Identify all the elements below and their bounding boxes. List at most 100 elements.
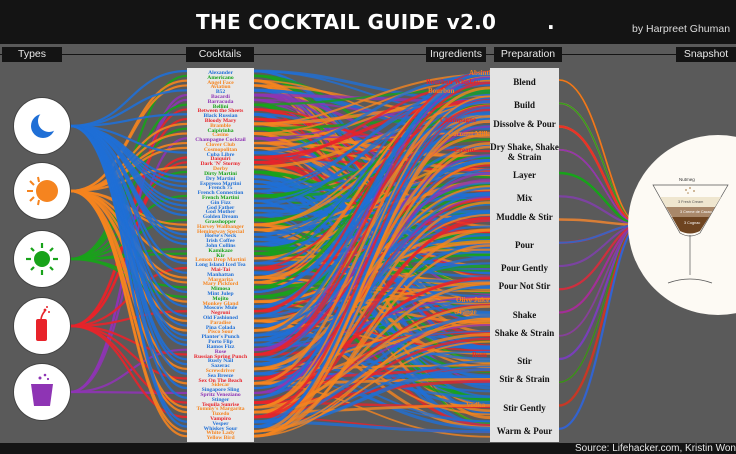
cocktail-item[interactable]: Ramos Fizz xyxy=(206,343,235,350)
cocktail-item[interactable]: Pisco Sour xyxy=(207,329,234,336)
preparation-item[interactable]: Muddle & Stir xyxy=(496,211,553,222)
type-sun[interactable] xyxy=(14,163,70,219)
cocktail-item[interactable]: Kamikaze xyxy=(208,247,233,254)
cocktail-item[interactable]: Margarita xyxy=(208,276,233,283)
cocktail-item[interactable]: Stinger xyxy=(211,396,230,403)
cocktail-item[interactable]: Rusty Nail xyxy=(207,358,234,365)
cocktail-item[interactable]: Planter's Punch xyxy=(201,334,240,341)
cocktail-item[interactable]: Mary Pickford xyxy=(202,281,239,288)
cocktail-item[interactable]: Pina Colada xyxy=(205,324,236,331)
cocktail-item[interactable]: Manhattan xyxy=(207,271,234,278)
cocktail-item[interactable]: French 75 xyxy=(208,185,233,192)
ingredient-champagne[interactable]: Champagne xyxy=(440,116,477,124)
cocktail-item[interactable]: Horse's Neck xyxy=(204,233,237,240)
cocktail-item[interactable]: Bacardi xyxy=(211,94,230,101)
cocktail-item[interactable]: B52 xyxy=(215,89,226,96)
ingredient-vodka[interactable]: Vodka xyxy=(466,401,486,409)
cocktail-item[interactable]: Tequila Sunrise xyxy=(201,401,240,408)
ingredient-cream[interactable]: Cream xyxy=(454,146,475,154)
cocktail-item[interactable]: Espresso Martini xyxy=(199,180,242,187)
ingredient-olive-juice[interactable]: Olive Juice xyxy=(456,296,490,304)
preparation-item[interactable]: Dissolve & Pour xyxy=(493,118,556,129)
type-sunburst[interactable] xyxy=(14,231,70,287)
cocktail-item[interactable]: Old Fashioned xyxy=(203,315,238,322)
cocktail-item[interactable]: Irish Coffee xyxy=(206,238,235,245)
cocktail-item[interactable]: Paradise xyxy=(210,319,231,326)
cocktail-item[interactable]: Cosmopolitan xyxy=(203,146,238,153)
type-cocktail[interactable] xyxy=(14,364,70,420)
cocktail-item[interactable]: Bramble xyxy=(210,122,231,129)
cocktail-item[interactable]: Dark 'N' Stormy xyxy=(200,161,241,168)
preparation-item[interactable]: Shake & Strain xyxy=(494,327,555,338)
cocktail-item[interactable]: Cuba Libre xyxy=(206,151,235,158)
cocktail-item[interactable]: Vampiro xyxy=(210,415,231,422)
type-firecracker[interactable] xyxy=(14,298,70,354)
cocktail-item[interactable]: Long Island Iced Tea xyxy=(195,262,246,269)
cocktail-item[interactable]: French Connection xyxy=(197,190,244,197)
ingredient-absinthe[interactable]: Absinthe xyxy=(469,69,496,77)
preparation-item[interactable]: Layer xyxy=(513,170,536,180)
cocktail-item[interactable]: Bloody Mary xyxy=(204,118,237,125)
preparation-item[interactable]: Shake xyxy=(512,309,537,320)
cocktail-item[interactable]: Sazerac xyxy=(211,363,230,370)
ingredient-rum[interactable]: Rum xyxy=(472,351,487,359)
preparation-item[interactable]: Warm & Pour xyxy=(496,425,553,436)
cocktail-item[interactable]: Rose xyxy=(214,348,227,355)
ingredient-bourbon[interactable]: Bourbon xyxy=(428,87,455,95)
cocktail-item[interactable]: Yellow Bird xyxy=(206,435,235,442)
preparation-item[interactable]: Stir & Strain xyxy=(499,374,550,385)
cocktail-item[interactable]: Mojito xyxy=(212,295,229,302)
cocktail-item[interactable]: Bellini xyxy=(212,103,229,110)
preparation-item[interactable]: Build xyxy=(513,100,535,111)
cocktail-item[interactable]: Barracuda xyxy=(207,98,234,105)
cocktail-item[interactable]: Americano xyxy=(207,74,234,81)
cocktail-item[interactable]: Kir xyxy=(216,252,225,259)
cocktail-item[interactable]: God Mother xyxy=(205,209,236,216)
cocktail-item[interactable]: Mint Julep xyxy=(207,291,234,298)
cocktail-item[interactable]: Singapore Sling xyxy=(201,387,240,394)
preparation-item[interactable]: Mix xyxy=(516,193,533,204)
ingredient-coconut-milk[interactable]: Coconut Milk xyxy=(448,130,490,138)
cocktail-item[interactable]: Tuxedo xyxy=(211,411,230,418)
cocktail-item[interactable]: Alexander xyxy=(208,70,233,76)
preparation-item[interactable]: Pour xyxy=(515,239,534,250)
cocktail-item[interactable]: Caipirinha xyxy=(207,127,234,134)
cocktail-item[interactable]: Sidecar xyxy=(211,382,230,389)
preparation-item[interactable]: Blend xyxy=(513,77,536,87)
cocktail-item[interactable]: John Collins xyxy=(205,242,236,249)
cocktail-item[interactable]: Harvey Wallbanger xyxy=(197,223,244,230)
cocktail-item[interactable]: Sea Breeze xyxy=(207,372,234,379)
ingredient-orange[interactable]: Orange xyxy=(454,308,477,316)
cocktail-item[interactable]: Screwdriver xyxy=(205,367,236,374)
cocktail-item[interactable]: Derby xyxy=(213,166,228,173)
ingredient-bourbon-whiskey[interactable]: Bourbon Whiskey xyxy=(426,78,481,86)
cocktail-item[interactable]: Moscow Mule xyxy=(203,305,238,312)
preparation-item[interactable]: Stir xyxy=(517,356,532,366)
cocktail-item[interactable]: Lemon Drop Martini xyxy=(195,257,246,264)
cocktail-item[interactable]: Clover Club xyxy=(205,142,236,149)
cocktail-item[interactable]: Tommy's Margarita xyxy=(196,406,245,413)
preparation-item[interactable]: Stir Gently xyxy=(503,402,546,413)
type-moon[interactable] xyxy=(14,98,70,154)
cocktail-item[interactable]: French Martini xyxy=(201,194,240,201)
cocktail-item[interactable]: Mai-Tai xyxy=(210,267,231,273)
cocktail-item[interactable]: Sex On The Beach xyxy=(198,377,243,384)
cocktail-item[interactable]: Spritz Veneziano xyxy=(200,391,241,398)
cocktail-item[interactable]: Monkey Gland xyxy=(202,300,239,307)
cocktail-item[interactable]: Gin Fizz xyxy=(210,199,231,206)
cocktail-item[interactable]: Black Russian xyxy=(203,113,238,120)
cocktail-item[interactable]: Russian Spring Punch xyxy=(193,353,248,360)
cocktail-item[interactable]: Dirty Martini xyxy=(204,170,237,177)
cocktail-item[interactable]: Grasshopper xyxy=(204,218,237,225)
preparation-item[interactable]: Dry Shake, Shake & Strain xyxy=(490,141,559,162)
cocktail-item[interactable]: Angel Face xyxy=(207,79,234,86)
cocktail-item[interactable]: Hemingway Special xyxy=(196,228,245,235)
cocktail-item[interactable]: Daiquiri xyxy=(210,156,231,163)
cocktail-item[interactable]: Porto Flip xyxy=(208,339,233,346)
cocktail-item[interactable]: Dry Martini xyxy=(205,175,236,182)
cocktail-item[interactable]: White Lady xyxy=(206,430,235,437)
cocktail-item[interactable]: Golden Dream xyxy=(202,214,239,221)
cocktail-item[interactable]: Casino xyxy=(212,132,229,139)
preparation-item[interactable]: Pour Gently xyxy=(500,263,549,273)
cocktail-item[interactable]: Vesper xyxy=(212,420,229,427)
